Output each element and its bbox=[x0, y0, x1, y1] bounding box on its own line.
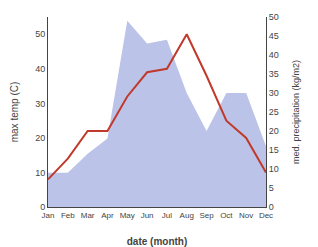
svg-text:50: 50 bbox=[269, 12, 279, 22]
svg-text:Sep: Sep bbox=[199, 211, 214, 220]
svg-text:10: 10 bbox=[269, 164, 279, 174]
svg-text:10: 10 bbox=[35, 168, 45, 178]
svg-text:30: 30 bbox=[269, 88, 279, 98]
svg-text:Aug: Aug bbox=[180, 211, 194, 220]
svg-text:date (month): date (month) bbox=[127, 236, 188, 247]
svg-text:0: 0 bbox=[40, 202, 45, 212]
svg-text:Nov: Nov bbox=[239, 211, 253, 220]
svg-text:Feb: Feb bbox=[61, 211, 75, 220]
svg-text:45: 45 bbox=[269, 31, 279, 41]
svg-text:med. precipitation (kg/m2): med. precipitation (kg/m2) bbox=[291, 60, 301, 164]
svg-text:30: 30 bbox=[35, 99, 45, 109]
svg-text:20: 20 bbox=[269, 126, 279, 136]
svg-text:35: 35 bbox=[269, 69, 279, 79]
svg-text:40: 40 bbox=[269, 50, 279, 60]
svg-text:20: 20 bbox=[35, 133, 45, 143]
svg-text:Dec: Dec bbox=[259, 211, 273, 220]
svg-text:25: 25 bbox=[269, 107, 279, 117]
svg-text:50: 50 bbox=[35, 29, 45, 39]
svg-text:Jan: Jan bbox=[42, 211, 55, 220]
svg-text:Mar: Mar bbox=[81, 211, 95, 220]
svg-text:max temp (C): max temp (C) bbox=[9, 82, 20, 143]
svg-text:Jun: Jun bbox=[141, 211, 154, 220]
svg-text:Oct: Oct bbox=[220, 211, 233, 220]
svg-text:Jul: Jul bbox=[162, 211, 172, 220]
svg-text:Apr: Apr bbox=[101, 211, 114, 220]
svg-text:40: 40 bbox=[35, 64, 45, 74]
svg-text:0: 0 bbox=[269, 202, 274, 212]
svg-text:5: 5 bbox=[269, 183, 274, 193]
svg-text:May: May bbox=[120, 211, 135, 220]
svg-text:15: 15 bbox=[269, 145, 279, 155]
